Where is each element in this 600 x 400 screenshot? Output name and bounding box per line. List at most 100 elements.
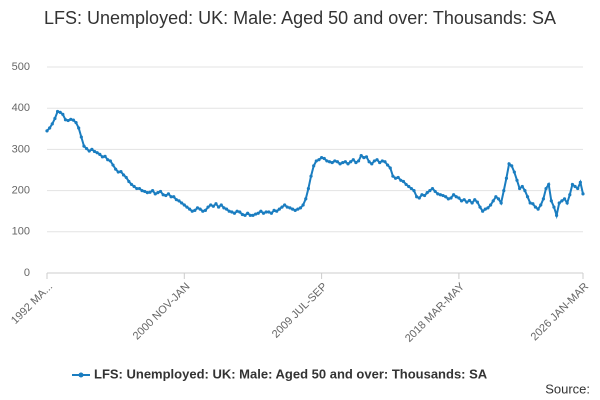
data-point [145,191,149,195]
data-point [549,199,553,203]
data-point [111,163,115,167]
x-tick-label: 2009 JUL-SEP [270,281,330,341]
data-point [512,170,516,174]
data-point [195,206,200,210]
data-point [436,192,440,196]
data-point [409,186,413,191]
data-point [367,160,371,164]
data-point [222,206,226,210]
data-point [325,159,329,163]
data-point [494,195,498,199]
data-point [87,149,91,153]
data-point [533,205,538,209]
data-point [462,198,466,202]
data-point [206,205,210,209]
data-point [172,195,176,199]
data-point [370,162,374,166]
data-point [156,191,160,195]
data-point [322,156,326,161]
data-point [346,162,350,166]
data-point [114,167,118,171]
data-point [203,208,208,212]
data-point [177,199,181,203]
data-point [187,207,192,211]
data-point [452,193,456,197]
data-point [562,197,567,201]
y-tick-label: 500 [12,61,30,73]
data-point [412,189,416,193]
chart-title: LFS: Unemployed: UK: Male: Aged 50 and o… [44,8,556,28]
data-point [430,186,435,191]
data-point [119,170,123,174]
data-point [457,196,461,200]
data-point [441,193,445,198]
data-point [151,189,155,193]
data-point [77,126,81,130]
data-point [312,164,316,168]
data-point [53,116,57,121]
data-point [404,182,408,187]
data-point [544,186,548,191]
data-point [317,158,321,162]
data-point [528,201,532,205]
data-point [565,201,569,205]
data-point [85,146,89,151]
data-point [420,193,424,197]
data-point [161,193,165,197]
data-point [515,178,519,182]
data-point [483,207,487,211]
data-point [230,210,234,214]
data-point [58,110,62,114]
data-point [246,211,250,215]
data-point [364,155,369,159]
data-point [354,160,358,165]
data-point [277,207,281,211]
data-point [219,203,223,207]
data-point [454,195,458,199]
data-point [285,205,289,209]
data-point [536,207,540,211]
data-point [108,159,112,163]
data-point [552,205,556,209]
data-point [568,193,572,197]
data-point [132,184,136,189]
y-tick-label: 400 [12,102,30,114]
data-point [433,189,437,194]
data-point [525,195,530,199]
data-point [518,186,522,191]
data-point [531,202,535,206]
data-point [380,159,384,163]
data-point [180,201,184,205]
data-point [333,159,337,163]
data-point [362,156,366,160]
data-point [393,176,398,180]
data-point [74,121,78,125]
data-point [240,212,244,217]
data-point [100,155,105,159]
data-point [301,203,305,207]
data-point [92,149,97,154]
data-point [388,166,392,170]
data-point [182,203,186,207]
data-point [98,152,102,156]
data-point [391,174,395,178]
data-point [158,189,163,194]
data-point [356,159,361,163]
data-point [227,209,231,213]
y-tick-label: 200 [12,185,30,197]
x-tick-label: 2026 JAN-MAR [529,281,592,344]
data-point [473,198,477,202]
data-point [217,205,221,209]
data-point [320,156,324,160]
data-point [269,211,274,215]
data-point [578,180,582,184]
data-point [465,200,469,204]
data-point [261,211,266,215]
data-point [396,175,400,180]
data-point [375,158,379,162]
x-tick-label: 1992 MA... [9,281,55,327]
data-point [349,160,353,164]
data-point [351,158,355,162]
data-point [488,203,493,207]
